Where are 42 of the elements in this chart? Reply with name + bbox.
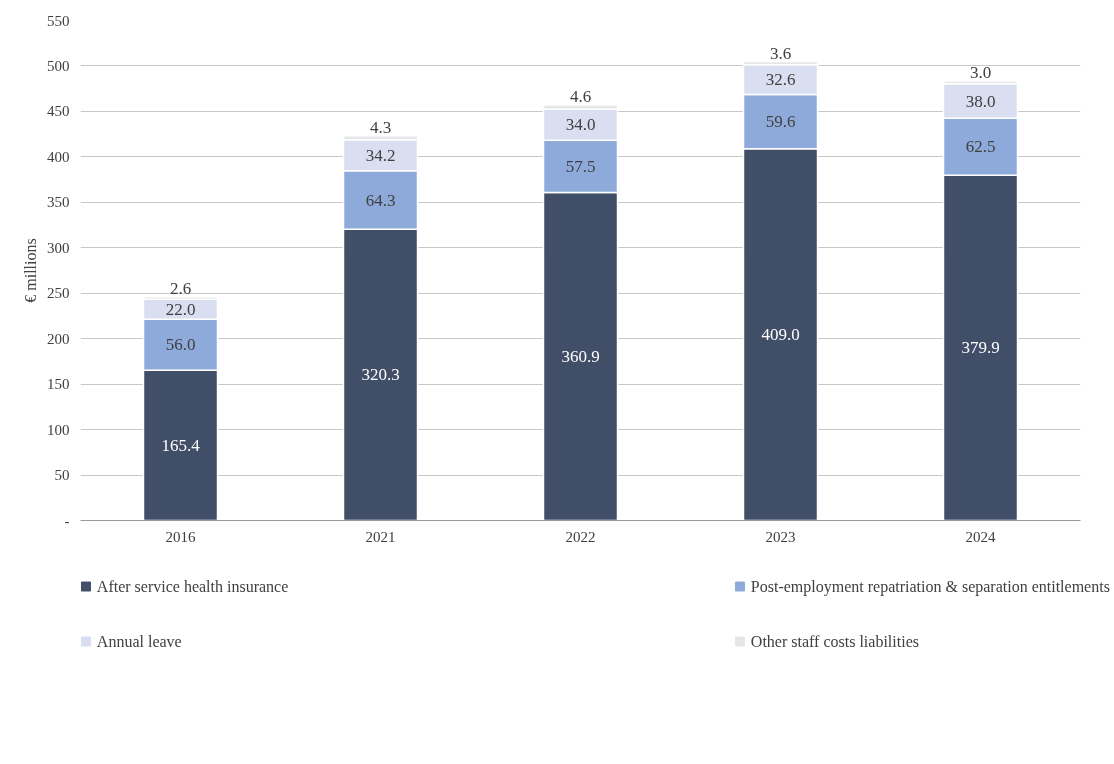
data-label: 360.9 xyxy=(561,346,600,366)
data-label: 379.9 xyxy=(961,338,1000,358)
y-tick-label: 100 xyxy=(47,421,70,438)
data-label: 3.0 xyxy=(969,63,992,83)
data-label: 409.0 xyxy=(761,325,800,345)
y-tick-label: 450 xyxy=(47,103,70,120)
y-tick-label: 550 xyxy=(47,12,70,29)
x-tick-label: 2016 xyxy=(165,528,196,545)
data-label: 62.5 xyxy=(965,137,996,157)
x-tick-label: 2021 xyxy=(365,528,396,545)
data-label: 165.4 xyxy=(161,435,201,455)
x-tick-label: 2023 xyxy=(765,528,796,545)
data-label: 2.6 xyxy=(169,279,192,299)
data-label: 4.3 xyxy=(369,118,392,138)
data-label: 64.3 xyxy=(365,190,396,210)
y-tick-label: 350 xyxy=(47,194,70,211)
y-tick-label: 200 xyxy=(47,330,70,347)
data-label: 38.0 xyxy=(965,91,996,111)
y-axis-title: € millions xyxy=(22,238,39,303)
y-tick-label: 300 xyxy=(47,239,70,256)
data-label: 32.6 xyxy=(765,70,796,90)
data-label: 3.6 xyxy=(769,43,792,63)
data-label: 34.2 xyxy=(365,145,396,165)
data-label: 57.5 xyxy=(565,156,596,176)
data-label: 4.6 xyxy=(569,87,592,107)
y-tick-label: 50 xyxy=(54,467,70,484)
x-tick-label: 2024 xyxy=(965,528,996,545)
data-label: 34.0 xyxy=(565,115,596,135)
y-tick-label: 500 xyxy=(47,57,70,74)
legend-label: Annual leave xyxy=(96,633,182,650)
data-label: 22.0 xyxy=(165,299,196,319)
y-tick-label: 250 xyxy=(47,285,70,302)
y-tick-label: - xyxy=(64,512,70,529)
legend-label: After service health insurance xyxy=(96,578,289,595)
y-tick-label: 400 xyxy=(47,148,70,165)
data-label: 320.3 xyxy=(361,365,400,385)
data-label: 59.6 xyxy=(765,112,796,132)
legend-label: Post-employment repatriation & separation entitlements xyxy=(750,578,1110,596)
legend-label: Other staff costs liabilities xyxy=(750,633,919,650)
y-tick-label: 150 xyxy=(47,376,70,393)
x-tick-label: 2022 xyxy=(565,528,596,545)
data-label: 56.0 xyxy=(165,335,196,355)
